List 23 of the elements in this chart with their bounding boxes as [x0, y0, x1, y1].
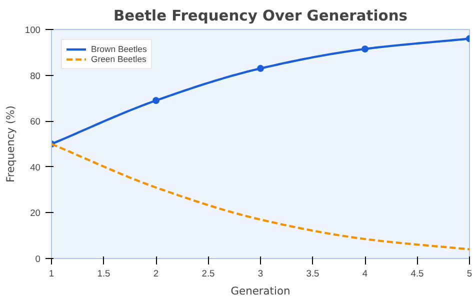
y-tick-label: 60 [30, 116, 41, 127]
x-axis-title: Generation [230, 284, 290, 298]
legend-label: Green Beetles [91, 54, 146, 64]
chart-title: Beetle Frequency Over Generations [113, 8, 408, 24]
x-tick-label: 1 [48, 268, 54, 278]
y-tick-label: 80 [30, 70, 41, 81]
x-tick-label: 3 [258, 268, 264, 278]
point [152, 96, 160, 104]
y-axis-title: Frequency (%) [4, 106, 17, 182]
legend-label: Brown Beetles [91, 44, 147, 54]
y-tick-label: 100 [24, 25, 41, 35]
point [257, 64, 264, 72]
x-tick-label: 4 [362, 268, 368, 278]
point [362, 45, 368, 52]
x-tick-label: 4.5 [410, 268, 424, 278]
x-tick-label: 1.5 [97, 268, 110, 278]
y-tick-label: 0 [35, 254, 41, 264]
x-tick-label: 3.5 [306, 268, 320, 278]
x-tick-label: 5 [466, 268, 472, 278]
x-tick-label: 2.5 [202, 268, 215, 278]
y-tick-label: 20 [30, 208, 41, 218]
y-tick-label: 40 [30, 162, 41, 172]
x-tick-label: 2 [153, 268, 159, 278]
